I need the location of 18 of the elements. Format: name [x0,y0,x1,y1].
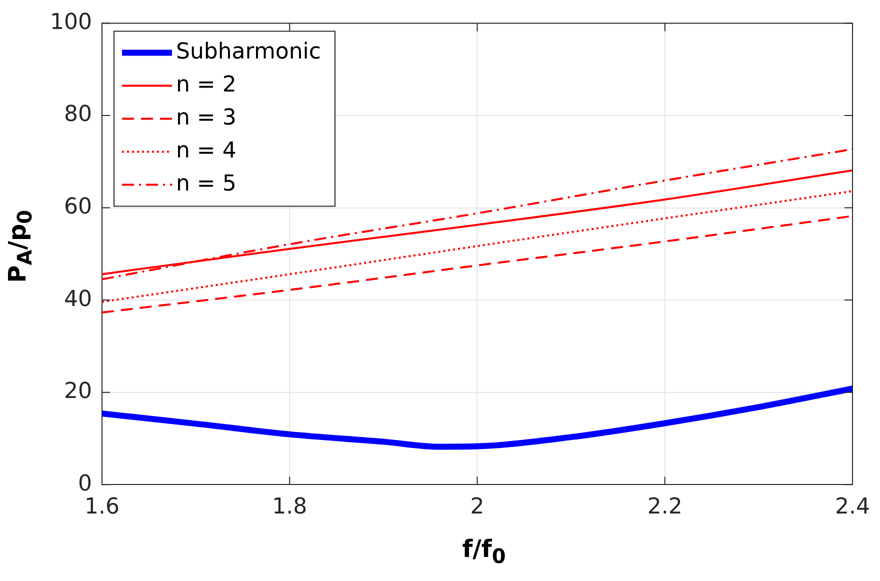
y-tick-label: 60 [64,194,92,220]
legend-label: Subharmonic [176,39,321,64]
legend-label: n = 4 [176,138,236,164]
y-tick-label: 20 [64,379,92,404]
x-tick-label: 2.2 [647,494,682,520]
x-tick-label: 1.8 [272,494,308,520]
x-tick-label: 1.6 [84,494,120,520]
x-tick-label: 2 [470,494,484,520]
legend-label: n = 3 [176,105,236,130]
legend-label: n = 5 [176,171,236,196]
y-tick-label: 0 [78,471,92,496]
y-tick-label: 80 [64,102,92,128]
x-axis-title: f/f$_{0}$ [461,535,507,568]
legend-label: n = 2 [176,72,236,98]
line-series [102,190,853,303]
y-tick-label: 40 [64,286,92,312]
x-tick-label: 2.4 [835,494,870,520]
y-tick-label: 100 [50,10,92,35]
